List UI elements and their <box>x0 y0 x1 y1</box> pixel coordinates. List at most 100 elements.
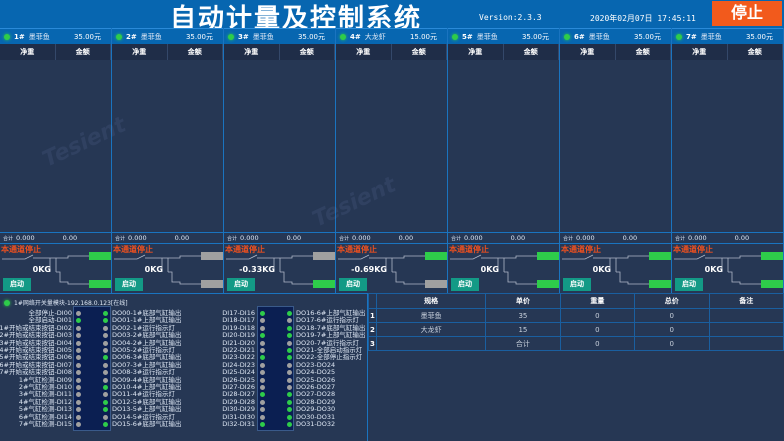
current-weight: -0.69KG <box>351 265 387 274</box>
start-button[interactable]: 启动 <box>115 278 143 291</box>
io-label: DI24-DI23 <box>222 360 255 369</box>
channel-columns: 净重 金额 <box>672 44 783 60</box>
switch-line <box>114 254 146 260</box>
weight-cell: 0 <box>559 322 636 337</box>
bottom-valve <box>89 280 111 288</box>
on-indicator-icon <box>287 414 292 420</box>
total-weight: 0.000 <box>128 234 147 242</box>
amount-header: 金额 <box>168 44 223 60</box>
off-indicator-icon <box>103 414 108 420</box>
io-label: DI22-DI21 <box>222 346 255 354</box>
total-cell: 0 <box>634 308 710 323</box>
io-label: 5#开始或结束按钮-DI06 <box>0 353 72 362</box>
net-weight-header: 净重 <box>672 44 728 60</box>
total-amount: 0.00 <box>622 234 638 242</box>
channel-3: 3# 墨菲鱼 35.00元 净重 金额 合计 0.000 0.00 本通道停止 -0.33KG 启… <box>224 28 336 293</box>
channel-total-row: 合计 0.000 0.00 <box>560 233 671 244</box>
start-button[interactable]: 启动 <box>675 278 703 291</box>
col-price: 单价 <box>485 293 561 309</box>
table-row: 3 合计 0 0 <box>368 336 784 351</box>
switch-line <box>226 254 258 260</box>
channel-2: 2# 墨菲鱼 35.00元 净重 金额 合计 0.000 0.00 本通道停止 0KG 启动 <box>112 28 224 293</box>
switch-line <box>338 254 370 260</box>
bottom-pipe <box>728 271 762 285</box>
start-button[interactable]: 启动 <box>227 278 255 291</box>
io-label: DO06-3#底部气缸输出 <box>112 353 182 362</box>
off-indicator-icon <box>260 362 265 368</box>
channel-total-row: 合计 0.000 0.00 <box>448 233 559 244</box>
start-button[interactable]: 启动 <box>563 278 591 291</box>
total-label: 合计 <box>115 235 126 242</box>
channel-header: 4# 大龙虾 15.00元 <box>336 28 447 44</box>
top-valve <box>89 252 111 260</box>
off-indicator-icon <box>287 340 292 346</box>
valve-diagram <box>338 252 447 288</box>
off-indicator-icon <box>260 348 265 353</box>
io-label: 6#开始或结束按钮-DI07 <box>0 360 72 369</box>
channel-header: 1# 墨菲鱼 35.00元 <box>0 28 111 44</box>
on-indicator-icon <box>287 311 292 316</box>
off-indicator-icon <box>76 385 81 390</box>
io-label: 4#气缸检测-DI12 <box>18 397 72 406</box>
io-label: DI27-DI26 <box>222 383 255 391</box>
product-name: 墨菲鱼 <box>252 32 274 41</box>
off-indicator-icon <box>260 399 265 405</box>
io-label: DI31-DI30 <box>222 412 255 421</box>
unit-price: 15.00元 <box>409 32 437 41</box>
io-label: DO25-DO26 <box>296 375 336 384</box>
note-cell <box>708 308 784 323</box>
io-label: DI26-DI25 <box>222 375 255 384</box>
amount-header: 金额 <box>728 44 783 60</box>
total-label: 合计 <box>339 235 350 242</box>
channel-number: 2# <box>126 32 137 41</box>
io-box-right <box>257 306 294 431</box>
io-label: DI29-DI28 <box>222 397 255 406</box>
net-weight-header: 净重 <box>224 44 280 60</box>
net-weight-header: 净重 <box>560 44 616 60</box>
io-label: DO23-DO24 <box>296 360 336 369</box>
off-indicator-icon <box>76 377 81 383</box>
valve-diagram <box>674 252 783 288</box>
start-button[interactable]: 启动 <box>3 278 31 291</box>
io-module-header: 1#网络开关量模块-192.168.0.123[在线] <box>4 298 128 307</box>
channel-7: 7# 墨菲鱼 35.00元 净重 金额 合计 0.000 0.00 本通道停止 0KG 启动 <box>672 28 784 293</box>
io-label: DO12-5#底部气缸输出 <box>112 397 182 406</box>
product-name: 墨菲鱼 <box>476 32 498 41</box>
datetime-label: 2020年02月07日 17:45:11 <box>590 14 696 23</box>
top-pipe <box>168 255 202 259</box>
summary-table: 规格 单价 重量 总价 备注 1 墨菲鱼 35 0 0 2 大龙虾 15 0 0 3 合计 0 0 <box>368 293 784 351</box>
switch-line <box>450 254 482 260</box>
io-label: DO03-2#底部气缸输出 <box>112 331 182 340</box>
amount-header: 金额 <box>504 44 559 60</box>
channel-state: 本通道停止 <box>673 245 713 254</box>
off-indicator-icon <box>287 370 292 376</box>
io-label: DO01-1#上部气缸输出 <box>112 316 182 325</box>
channel-state: 本通道停止 <box>113 245 153 254</box>
table-row: 1 墨菲鱼 35 0 0 <box>368 308 784 323</box>
io-module-panel: 1#网络开关量模块-192.168.0.123[在线] 全部停止-DI00 全部启… <box>0 293 368 441</box>
bottom-valve <box>201 280 223 288</box>
channel-columns: 净重 金额 <box>112 44 223 60</box>
channel-state: 本通道停止 <box>1 245 41 254</box>
bottom-pipe <box>504 271 538 285</box>
off-indicator-icon <box>260 414 265 420</box>
top-pipe <box>56 255 90 259</box>
channel-record-list <box>672 60 783 233</box>
channels-panel: 1# 墨菲鱼 35.00元 净重 金额 合计 0.000 0.00 本通道停止 0KG 启动 2# 墨… <box>0 28 784 293</box>
amount-header: 金额 <box>392 44 447 60</box>
on-indicator-icon <box>103 385 108 390</box>
io-label: 全部停止-DI00 <box>28 309 72 317</box>
bottom-pipe <box>616 271 650 285</box>
channel-total-row: 合计 0.000 0.00 <box>0 233 111 244</box>
off-indicator-icon <box>76 399 81 405</box>
off-indicator-icon <box>76 311 81 316</box>
start-button[interactable]: 启动 <box>451 278 479 291</box>
io-label: DO11-4#运行指示灯 <box>112 390 175 399</box>
start-button[interactable]: 启动 <box>339 278 367 291</box>
on-indicator-icon <box>287 399 292 405</box>
io-label: DO30-DO31 <box>296 412 336 421</box>
off-indicator-icon <box>103 348 108 353</box>
io-label: DI21-DI20 <box>222 338 255 347</box>
switch-line <box>674 254 706 260</box>
stop-all-button[interactable]: 停止 <box>712 1 782 26</box>
